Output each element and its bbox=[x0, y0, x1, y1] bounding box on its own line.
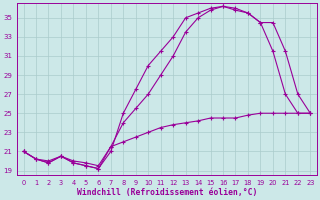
X-axis label: Windchill (Refroidissement éolien,°C): Windchill (Refroidissement éolien,°C) bbox=[77, 188, 257, 197]
